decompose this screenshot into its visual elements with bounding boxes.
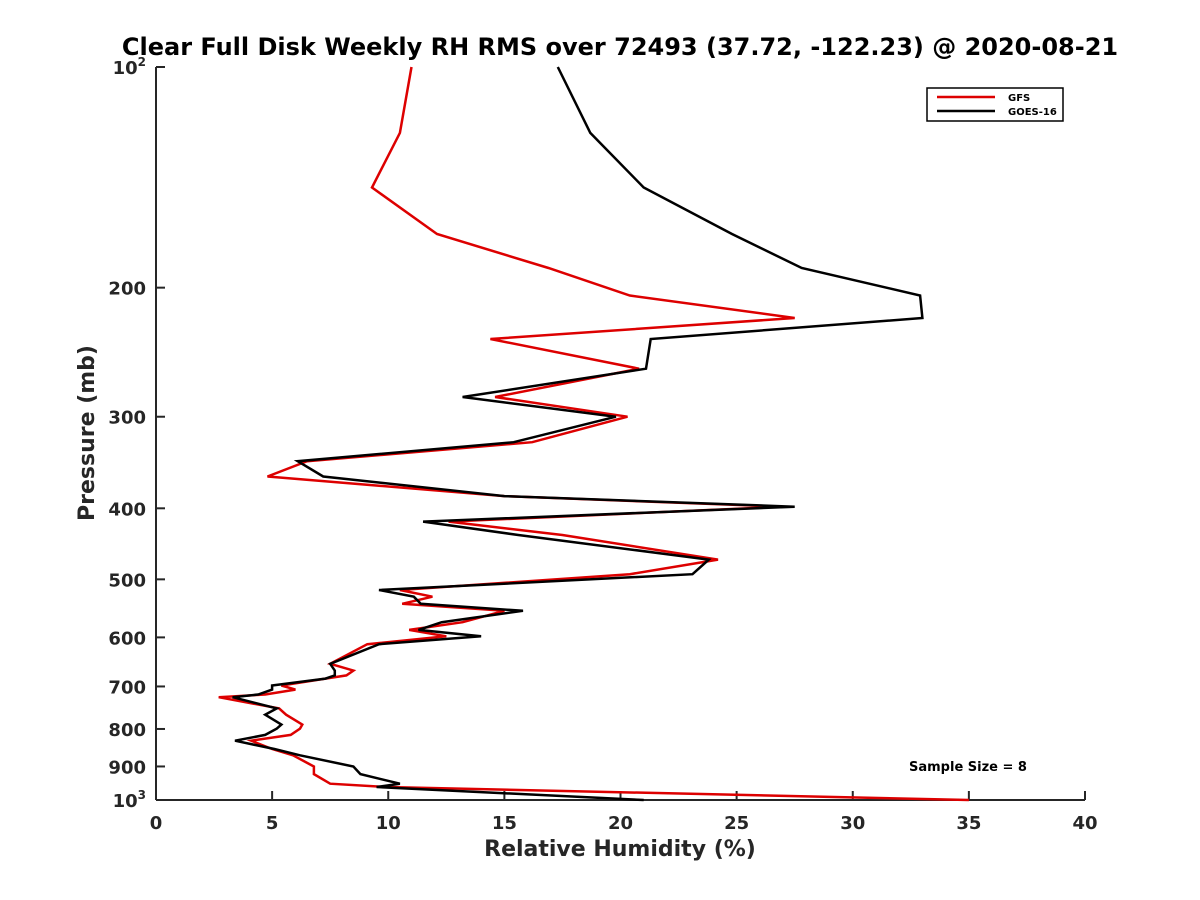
x-tick-label: 5	[266, 813, 279, 834]
y-tick-label: 102	[113, 55, 146, 79]
y-tick-label: 800	[108, 720, 146, 741]
series-layer	[218, 66, 969, 802]
x-tick-label: 30	[840, 813, 865, 834]
y-tick-label: 103	[113, 788, 146, 812]
x-tick-label: 35	[956, 813, 981, 834]
x-tick-label: 20	[608, 813, 633, 834]
legend-label: GFS	[1008, 93, 1030, 104]
y-tick-label: 900	[108, 757, 146, 778]
legend-label: GOES-16	[1008, 107, 1057, 118]
y-tick-label: 200	[108, 279, 146, 300]
legend-box	[926, 87, 1064, 122]
y-tick-label: 500	[108, 570, 146, 591]
x-tick-label: 10	[376, 813, 401, 834]
x-tick-label: 40	[1072, 813, 1097, 834]
y-axis-label: Pressure (mb)	[75, 345, 100, 521]
x-tick-label: 0	[150, 813, 163, 834]
chart-title: Clear Full Disk Weekly RH RMS over 72493…	[122, 33, 1118, 61]
x-axis-label: Relative Humidity (%)	[484, 837, 756, 862]
y-tick-label: 600	[108, 628, 146, 649]
x-tick-label: 15	[492, 813, 517, 834]
series-line-goes-16	[232, 66, 924, 802]
y-tick-label: 700	[108, 677, 146, 698]
legend: GFS GOES-16	[926, 87, 1064, 122]
sample-size-annotation: Sample Size = 8	[909, 760, 1027, 775]
y-tick-label: 400	[108, 499, 146, 520]
x-tick-label: 25	[724, 813, 749, 834]
y-tick-label: 300	[108, 408, 146, 429]
